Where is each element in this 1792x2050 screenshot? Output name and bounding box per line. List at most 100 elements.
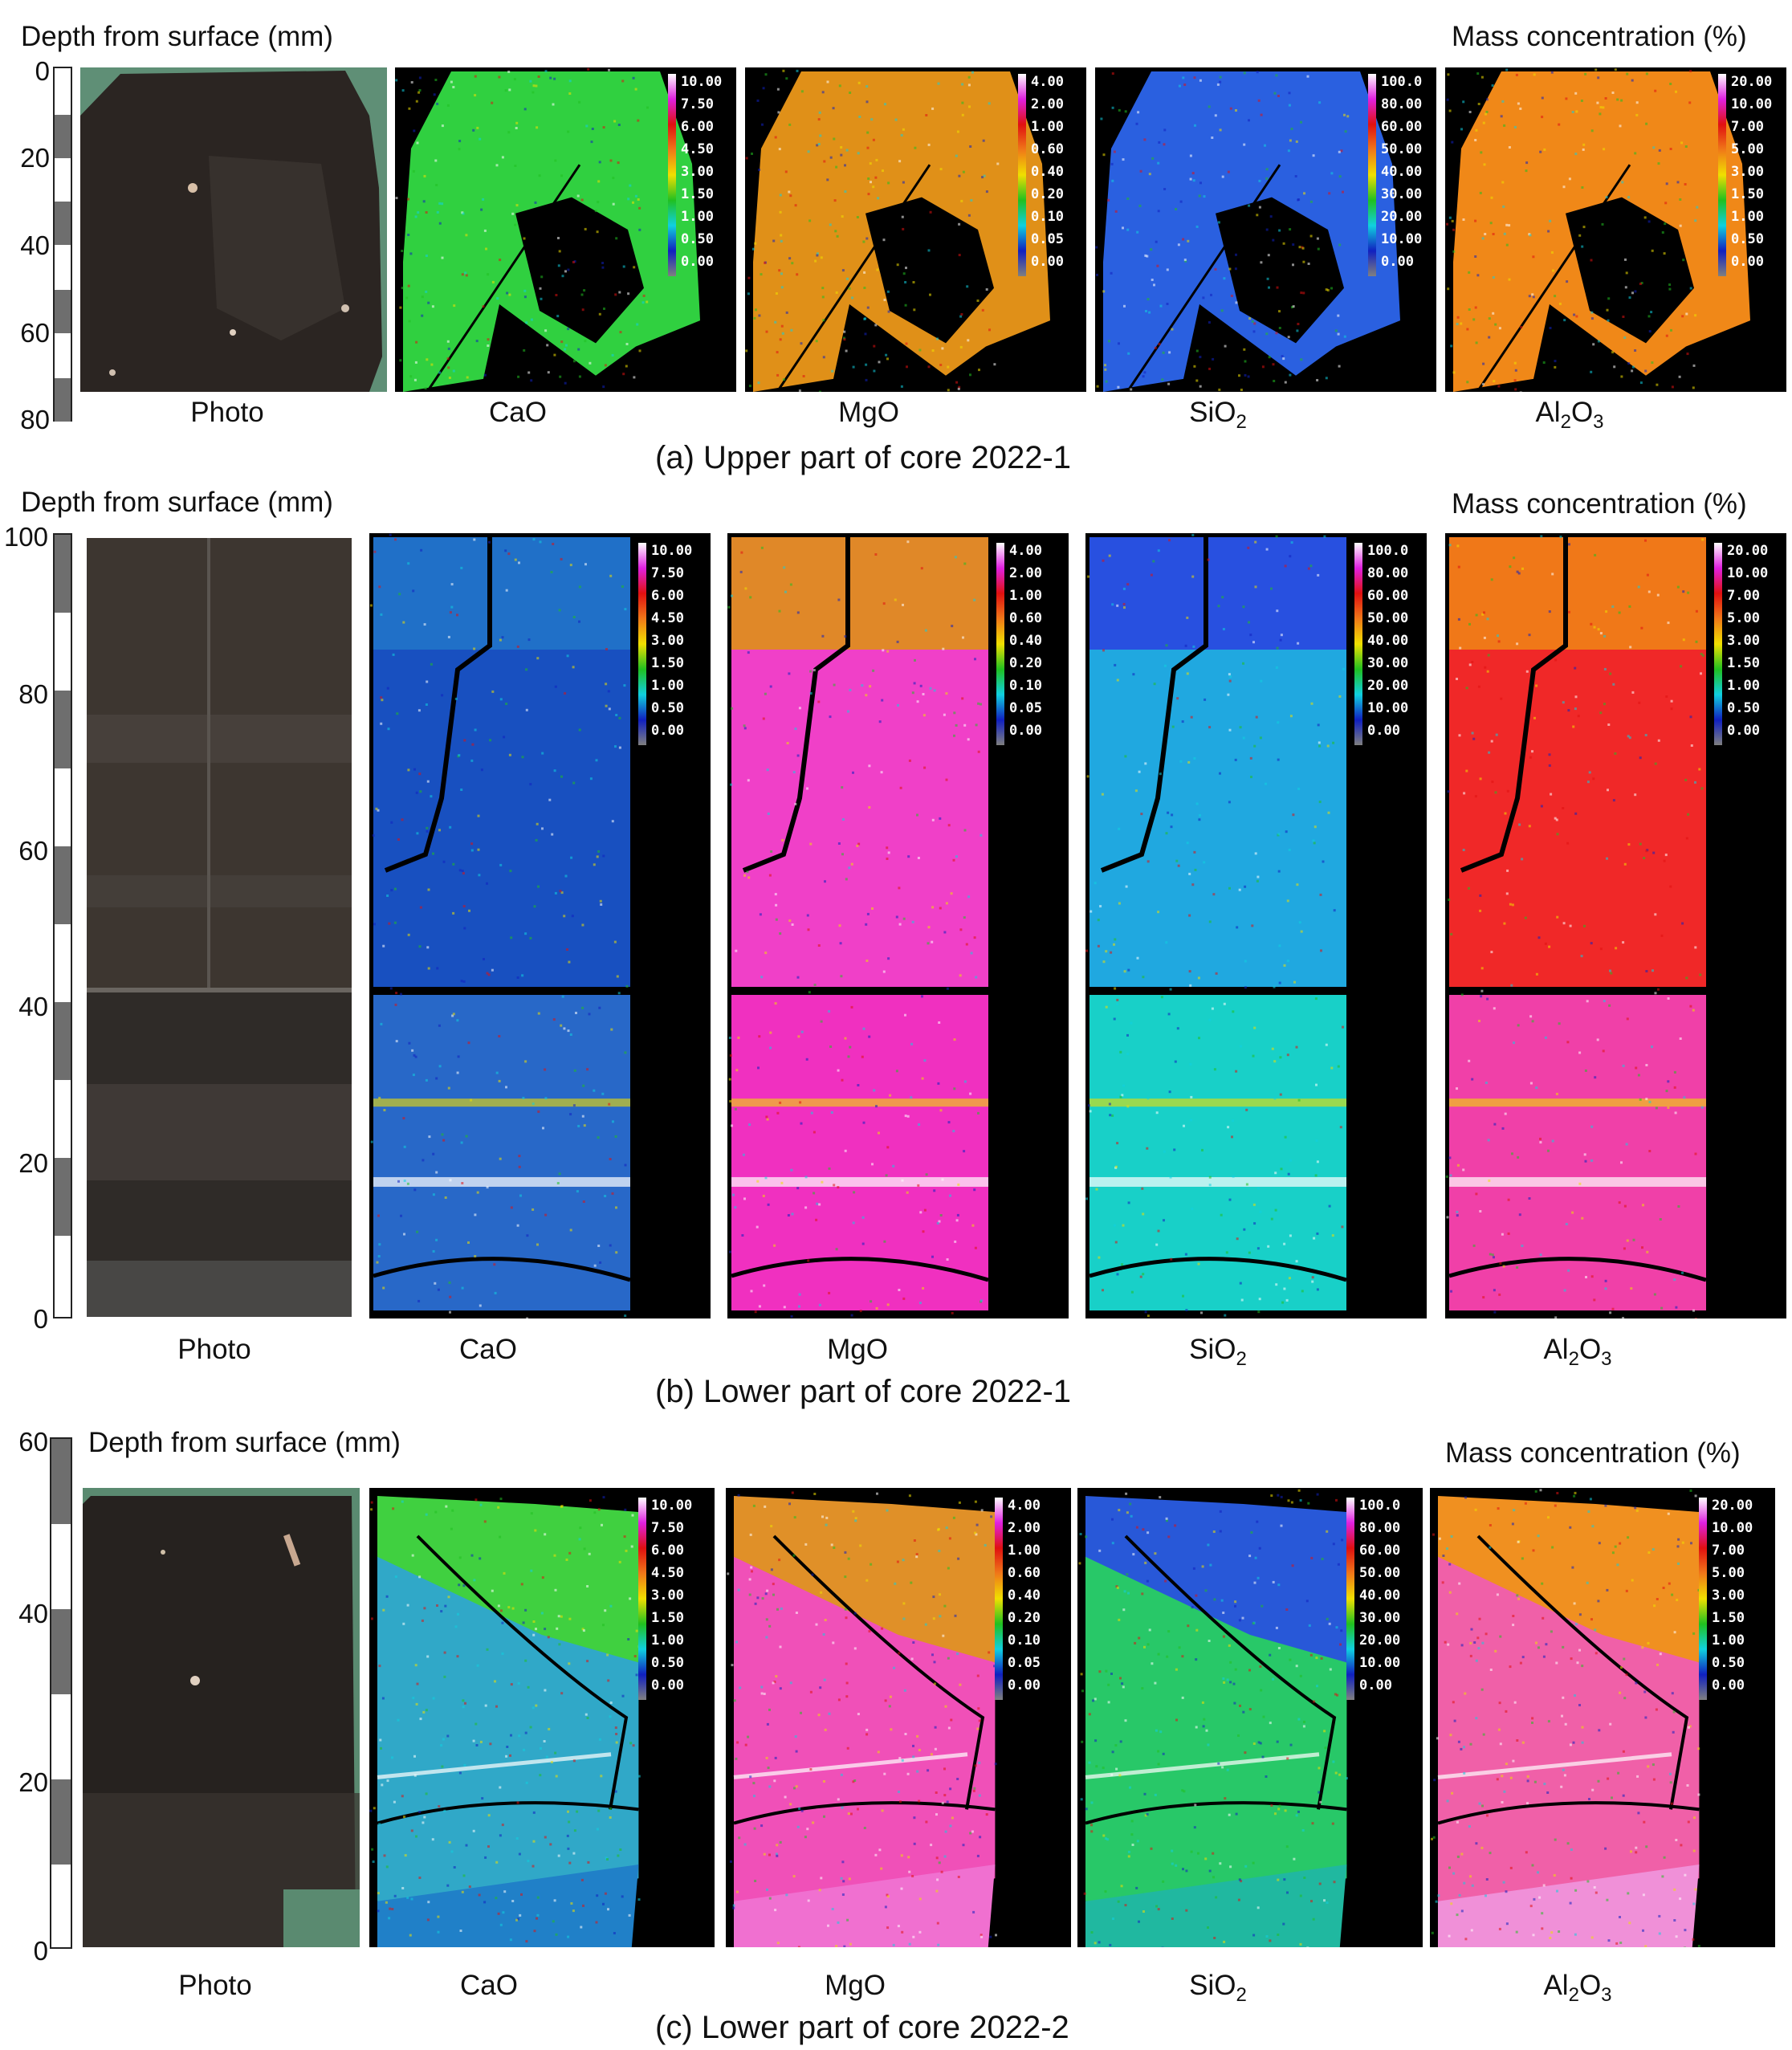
colorbar-value: 40.00: [1381, 164, 1423, 180]
colorbar-value: 0.50: [651, 700, 684, 716]
element-map-cao-b: [369, 533, 711, 1318]
colorbar-value: 80.00: [1367, 565, 1409, 581]
column-label-sio2-c: SiO2: [1189, 1970, 1247, 2006]
depth-tick-b-100: 100: [3, 522, 48, 552]
colorbar-value: 7.50: [681, 96, 714, 112]
colorbar-value: 10.00: [1727, 565, 1769, 581]
column-label-sio2-a: SiO2: [1189, 397, 1247, 433]
depth-label-a: Depth from surface (mm): [21, 21, 333, 52]
depth-label-b: Depth from surface (mm): [21, 487, 333, 518]
colorbar-mgo: 4.00 2.00 1.00 0.60 0.40 0.20 0.10 0.05 0.00: [995, 1498, 1072, 1700]
colorbar-gradient: [668, 74, 676, 276]
colorbar-value: 100.0: [1367, 543, 1409, 559]
colorbar-value: 50.00: [1381, 141, 1423, 157]
colorbar-value: 1.00: [1009, 588, 1042, 604]
colorbar-value: 20.00: [1367, 678, 1409, 694]
colorbar-mgo: 4.00 2.00 1.00 0.60 0.40 0.20 0.10 0.05 0.00: [1018, 74, 1095, 276]
colorbar-value: 60.00: [1367, 588, 1409, 604]
colorbar-value: 1.00: [1727, 678, 1760, 694]
colorbar-al2o3: 20.00 10.00 7.00 5.00 3.00 1.50 1.00 0.50 0.00: [1718, 74, 1792, 276]
depth-scale-bar-b: [53, 533, 72, 1318]
colorbar-value: 2.00: [1031, 96, 1064, 112]
colorbar-value: 3.00: [651, 633, 684, 649]
colorbar-value: 40.00: [1359, 1587, 1401, 1604]
colorbar-value: 1.50: [681, 186, 714, 202]
column-label-al2o3-b: Al2O3: [1543, 1334, 1612, 1370]
colorbar-value: 0.00: [1367, 723, 1400, 739]
colorbar-value: 4.00: [1009, 543, 1042, 559]
colorbar-value: 1.00: [1031, 119, 1064, 135]
colorbar-value: 0.20: [1009, 655, 1042, 671]
colorbar-mgo: 4.00 2.00 1.00 0.60 0.40 0.20 0.10 0.05 0.00: [996, 543, 1073, 745]
colorbar-value: 0.20: [1008, 1610, 1041, 1626]
colorbar-value: 20.00: [1731, 74, 1773, 90]
column-label-al2o3-a: Al2O3: [1535, 397, 1604, 433]
colorbar-value: 10.00: [1712, 1520, 1753, 1536]
colorbar-value: 0.00: [1008, 1677, 1041, 1693]
colorbar-value: 3.00: [1712, 1587, 1745, 1604]
colorbar-value: 40.00: [1367, 633, 1409, 649]
depth-tick-c-0: 0: [33, 1936, 48, 1966]
colorbar-value: 2.00: [1008, 1520, 1041, 1536]
colorbar-value: 1.50: [651, 1610, 684, 1626]
colorbar-value: 7.00: [1712, 1543, 1745, 1559]
colorbar-value: 50.00: [1367, 610, 1409, 626]
colorbar-value: 20.00: [1712, 1498, 1753, 1514]
colorbar-value: 0.50: [1712, 1655, 1745, 1671]
colorbar-value: 0.00: [1381, 254, 1414, 270]
element-map-cao-a: [395, 67, 736, 392]
colorbar-value: 4.00: [1031, 74, 1064, 90]
colorbar-value: 20.00: [1727, 543, 1769, 559]
element-map-al2o3-b: [1445, 533, 1786, 1318]
depth-tick-c-60: 60: [18, 1427, 48, 1457]
colorbar-value: 100.0: [1359, 1498, 1401, 1514]
colorbar-value: 0.00: [1359, 1677, 1392, 1693]
caption-a: (a) Upper part of core 2022-1: [655, 440, 1072, 475]
depth-tick-b-40: 40: [18, 992, 48, 1021]
colorbar-gradient: [1354, 543, 1362, 745]
colorbar-value: 5.00: [1731, 141, 1764, 157]
depth-tick-c-20: 20: [18, 1767, 48, 1797]
colorbar-value: 10.00: [1359, 1655, 1401, 1671]
concentration-label-a: Mass concentration (%): [1452, 21, 1747, 52]
colorbar-gradient: [1018, 74, 1026, 276]
colorbar-cao: 10.00 7.50 6.00 4.50 3.00 1.50 1.00 0.50 0.00: [638, 1498, 715, 1700]
colorbar-value: 0.00: [681, 254, 714, 270]
colorbar-cao: 10.00 7.50 6.00 4.50 3.00 1.50 1.00 0.50 0.00: [638, 543, 715, 745]
colorbar-value: 10.00: [1381, 231, 1423, 247]
colorbar-value: 3.00: [1731, 164, 1764, 180]
depth-tick-a-40: 40: [20, 230, 50, 260]
column-label-sio2-b: SiO2: [1189, 1334, 1247, 1370]
depth-tick-b-20: 20: [18, 1148, 48, 1178]
colorbar-value: 10.00: [1731, 96, 1773, 112]
colorbar-value: 20.00: [1381, 209, 1423, 225]
colorbar-value: 10.00: [651, 1498, 693, 1514]
caption-b: (b) Lower part of core 2022-1: [655, 1374, 1072, 1409]
colorbar-value: 0.00: [1731, 254, 1764, 270]
depth-tick-a-80: 80: [20, 405, 50, 434]
column-label-photo-c: Photo: [178, 1970, 252, 2001]
column-label-mgo-c: MgO: [825, 1970, 886, 2001]
colorbar-value: 3.00: [651, 1587, 684, 1604]
colorbar-al2o3: 20.00 10.00 7.00 5.00 3.00 1.50 1.00 0.50 0.00: [1699, 1498, 1776, 1700]
colorbar-value: 0.00: [651, 1677, 684, 1693]
element-map-cao-c: [369, 1488, 715, 1947]
colorbar-value: 0.10: [1031, 209, 1064, 225]
core-photo-b: [87, 538, 352, 1317]
colorbar-value: 5.00: [1712, 1565, 1745, 1581]
colorbar-value: 0.40: [1009, 633, 1042, 649]
colorbar-value: 0.00: [1727, 723, 1760, 739]
colorbar-value: 4.50: [651, 1565, 684, 1581]
colorbar-value: 1.50: [1727, 655, 1760, 671]
element-map-sio2-c: [1077, 1488, 1423, 1947]
core-photo-c: [83, 1488, 360, 1947]
colorbar-gradient: [1699, 1498, 1707, 1700]
colorbar-value: 0.40: [1008, 1587, 1041, 1604]
colorbar-value: 10.00: [681, 74, 723, 90]
colorbar-value: 1.00: [651, 1632, 684, 1649]
colorbar-value: 3.00: [681, 164, 714, 180]
colorbar-gradient: [996, 543, 1004, 745]
colorbar-gradient: [1718, 74, 1726, 276]
depth-tick-b-80: 80: [18, 679, 48, 709]
colorbar-value: 80.00: [1359, 1520, 1401, 1536]
